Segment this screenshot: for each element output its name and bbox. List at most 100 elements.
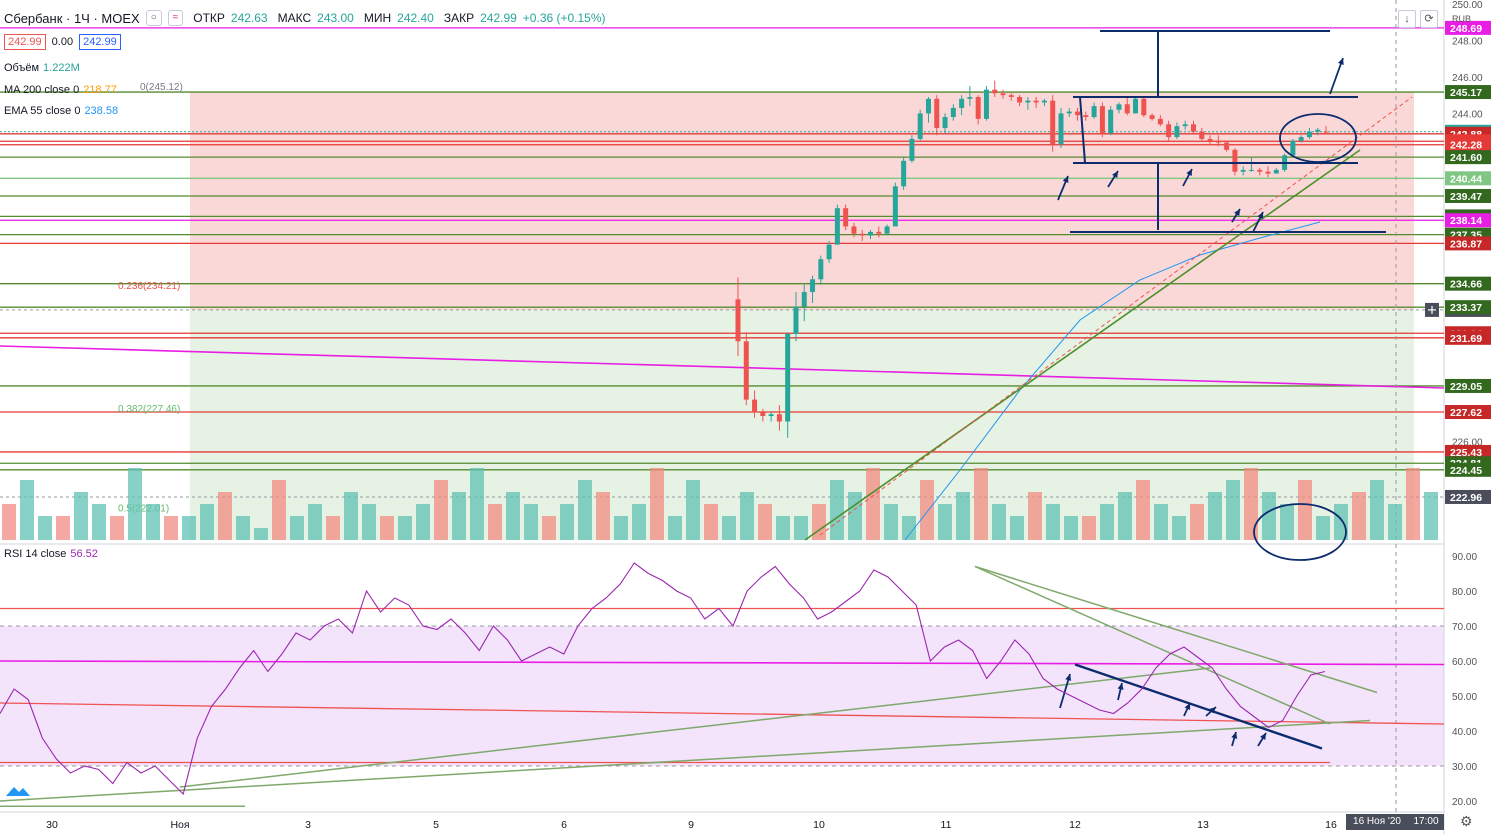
candle-body [909,138,915,161]
rsi-navy-arrow-head [1260,733,1266,740]
price-label-box [1445,405,1491,420]
ma200-legend[interactable]: MA 200 close 0 218.77 [4,84,117,96]
volume-bar [218,492,232,540]
volume-bar [1154,504,1168,540]
candle-body [1075,111,1081,116]
candle-body [760,412,766,417]
price-label: 225.43 [1450,447,1482,459]
volume-bar [236,516,250,540]
navy-arrow-head [1062,176,1069,183]
rsi-navy-arrow-head [1231,732,1238,739]
volume-bar [974,468,988,540]
candle-body [1133,98,1139,114]
volume-bar [1136,480,1150,540]
volume-bar [632,504,646,540]
crosshair-date: 16 Ноя '20 [1346,814,1408,830]
time-tick-label: 9 [688,819,694,831]
price-label-box [1445,171,1491,186]
volume-bar [1280,504,1294,540]
rsi-label: RSI 14 close [4,548,67,560]
price-label: 233.37 [1450,302,1482,314]
change-value: +0.36 (+0.15%) [522,11,606,25]
bid-price-button[interactable]: 242.99 [4,34,46,50]
volume-bar [1208,492,1222,540]
price-label-box [1445,236,1491,251]
volume-bar [776,516,790,540]
volume-bar [146,504,160,540]
candle-body [1108,109,1114,134]
candle-body [1033,100,1039,103]
price-label: 242.28 [1450,140,1482,152]
price-tick-label: 250.00 [1452,0,1483,11]
price-tick-label: 246.00 [1452,73,1483,84]
volume-bar [560,504,574,540]
volume-bar [596,492,610,540]
volume-bar [1316,516,1330,540]
rsi-tick-label: 20.00 [1452,797,1477,808]
price-label: 222.96 [1450,492,1482,504]
candle-body [1050,100,1056,145]
price-label-box [1445,276,1491,291]
chart-header: Сбербанк · 1Ч · MOEX ○ ≈ ОТКР 242.63 МАКС… [4,6,606,30]
price-label: 229.05 [1450,381,1482,393]
indicator-wave-button[interactable]: ≈ [167,10,184,26]
arrow-down-icon[interactable]: ↓ [1398,10,1416,28]
candle-body [992,89,998,94]
candle-body [983,89,989,119]
time-tick-label: 30 [46,819,58,831]
volume-bar [200,504,214,540]
time-tick-label: 12 [1069,819,1081,831]
open-value: 242.63 [230,11,268,25]
symbol-title: Сбербанк · 1Ч · MOEX [4,10,140,26]
rsi-navy-arrow-head [1117,683,1124,690]
candle-body [1017,96,1023,103]
ask-price-button[interactable]: 242.99 [79,34,121,50]
volume-label: Объём [4,62,40,74]
candle-body [1116,104,1122,110]
candle-body [917,113,923,139]
rsi-navy-arrow-head [1184,703,1191,710]
price-label-box [1445,188,1491,203]
price-label-box [1445,462,1491,477]
rsi-tick-label: 30.00 [1452,762,1477,773]
candle-body [843,208,849,227]
high-label: МАКС [277,11,312,25]
volume-bar [74,492,88,540]
rsi-green-upper [179,667,1211,788]
volume-bar [1424,492,1438,540]
compare-button[interactable]: ○ [145,10,162,26]
currency-label: RUB [1451,14,1471,24]
volume-bar [542,516,556,540]
candle-body [776,414,782,422]
candle-body [768,414,774,417]
gear-icon[interactable]: ⚙ [1460,813,1473,829]
candle-body [1224,142,1230,150]
ema55-legend[interactable]: EMA 55 close 0 238.58 [4,105,118,117]
volume-bar [488,504,502,540]
rsi-legend[interactable]: RSI 14 close 56.52 [4,548,98,560]
time-tick-label: Ноя [170,819,189,831]
time-tick-label: 6 [561,819,567,831]
price-label-box [1445,489,1491,504]
price-tick-label: 244.00 [1452,109,1483,120]
rsi-green-down1 [974,565,1378,694]
rsi-level-60 [0,660,1445,666]
fib-label: 0.382(227.46) [118,404,180,415]
candle-body [1124,104,1130,114]
volume-bar [506,492,520,540]
volume-legend[interactable]: Объём 1.222M [4,62,80,74]
navy-arrow-head [1186,169,1192,176]
volume-bar [614,516,628,540]
rsi-navy-line [1074,663,1323,750]
candle-body [884,226,890,234]
rsi-tick-label: 90.00 [1452,552,1477,563]
refresh-icon[interactable]: ⟳ [1420,10,1438,28]
volume-bar [1046,504,1060,540]
close-value: 242.99 [480,11,517,25]
candle-body [1000,93,1006,96]
plus-icon [1425,302,1439,317]
candle-body [1240,169,1246,172]
candle-body [1290,140,1296,156]
price-label: 239.47 [1450,191,1482,203]
